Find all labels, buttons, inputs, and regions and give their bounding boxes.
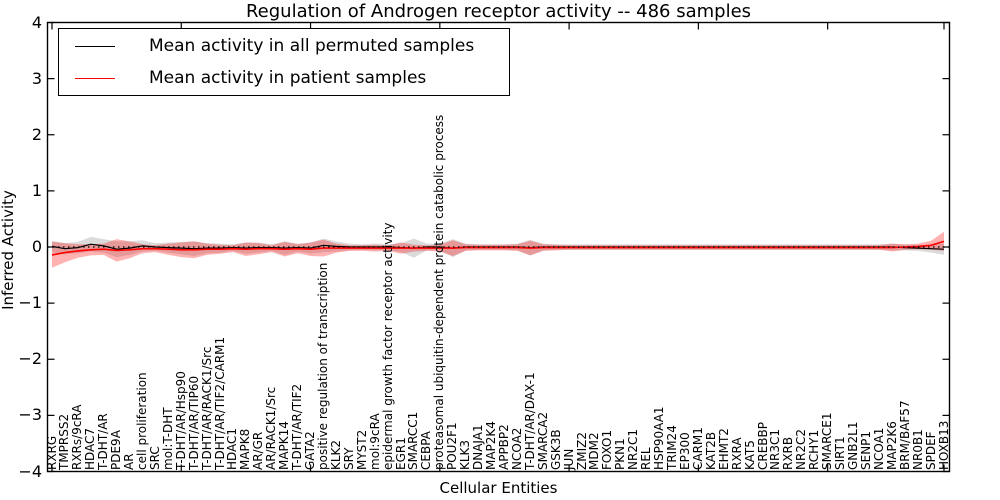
x-tick-label: EP300 — [677, 432, 692, 470]
x-tick-label: MYST2 — [354, 429, 369, 470]
x-tick-label: SPDEF — [923, 431, 938, 470]
chart-title: Regulation of Androgen receptor activity… — [245, 1, 752, 22]
x-tick-label: EHMT2 — [716, 428, 731, 470]
x-tick-label: GSK3B — [548, 429, 563, 470]
legend: Mean activity in all permuted samples Me… — [58, 28, 510, 96]
red-line-sample — [75, 77, 115, 79]
x-tick-label: JUN — [561, 448, 576, 470]
x-tick-label: NCOA1 — [871, 427, 886, 470]
x-tick-label: SENP1 — [858, 430, 873, 470]
x-tick-label: CARM1 — [690, 427, 705, 470]
x-tick-label: T-DHT/AR/TIP60 — [186, 375, 201, 470]
y-tick-label: 0 — [31, 237, 42, 256]
x-tick-label: T-DHT/AR/RACK1/Src — [199, 346, 214, 470]
y-tick-label: 1 — [31, 180, 42, 200]
x-tick-label: MAP2K6 — [884, 421, 899, 470]
legend-item-permuted[interactable]: Mean activity in all permuted samples — [59, 31, 509, 61]
y-tick-label: 4 — [31, 12, 42, 32]
x-tick-label: mol:9cRA — [367, 413, 382, 470]
x-tick-label: KAT2B — [703, 431, 718, 470]
y-tick-label: −3 — [18, 405, 42, 425]
x-tick-label: NCOA2 — [509, 427, 524, 470]
x-tick-label: BRM/BAF57 — [897, 400, 912, 470]
legend-label-permuted: Mean activity in all permuted samples — [149, 36, 475, 56]
x-tick-label: proteasomal ubiquitin-dependent protein … — [432, 114, 447, 470]
x-tick-label: positive regulation of transcription — [315, 262, 330, 470]
y-tick-label: −2 — [18, 349, 42, 369]
legend-label-patient: Mean activity in patient samples — [149, 68, 427, 88]
y-tick-label: 3 — [31, 68, 42, 88]
x-tick-label: T-DHT/AR/Hsp90 — [173, 371, 188, 470]
x-tick-label: SRY — [341, 447, 356, 470]
x-tick-label: APPBP2 — [496, 424, 511, 470]
patient-mean-line — [51, 240, 945, 256]
x-tick-label: SRC — [147, 446, 162, 470]
x-tick-label: epidermal growth factor receptor activit… — [380, 222, 395, 470]
x-tick-label: KLK2 — [328, 439, 343, 470]
y-tick-label: 2 — [31, 124, 42, 144]
x-tick-label: SMARCA2 — [535, 411, 550, 470]
legend-item-patient[interactable]: Mean activity in patient samples — [59, 63, 509, 93]
patient-band — [52, 231, 944, 268]
x-tick-label: KAT5 — [742, 440, 757, 470]
x-tick-label: T-DHT/AR/DAX-1 — [522, 372, 537, 470]
x-tick-label: mol:T-DHT — [160, 407, 175, 470]
y-tick-label: −1 — [18, 293, 42, 313]
x-axis-label: Cellular Entities — [439, 479, 558, 497]
x-tick-label: HOXB13 — [936, 420, 951, 470]
x-tick-label: RXRA — [729, 437, 744, 470]
black-line-sample — [75, 45, 115, 47]
x-tick-label: NR0B1 — [910, 429, 925, 470]
y-tick-label: −4 — [18, 461, 42, 481]
